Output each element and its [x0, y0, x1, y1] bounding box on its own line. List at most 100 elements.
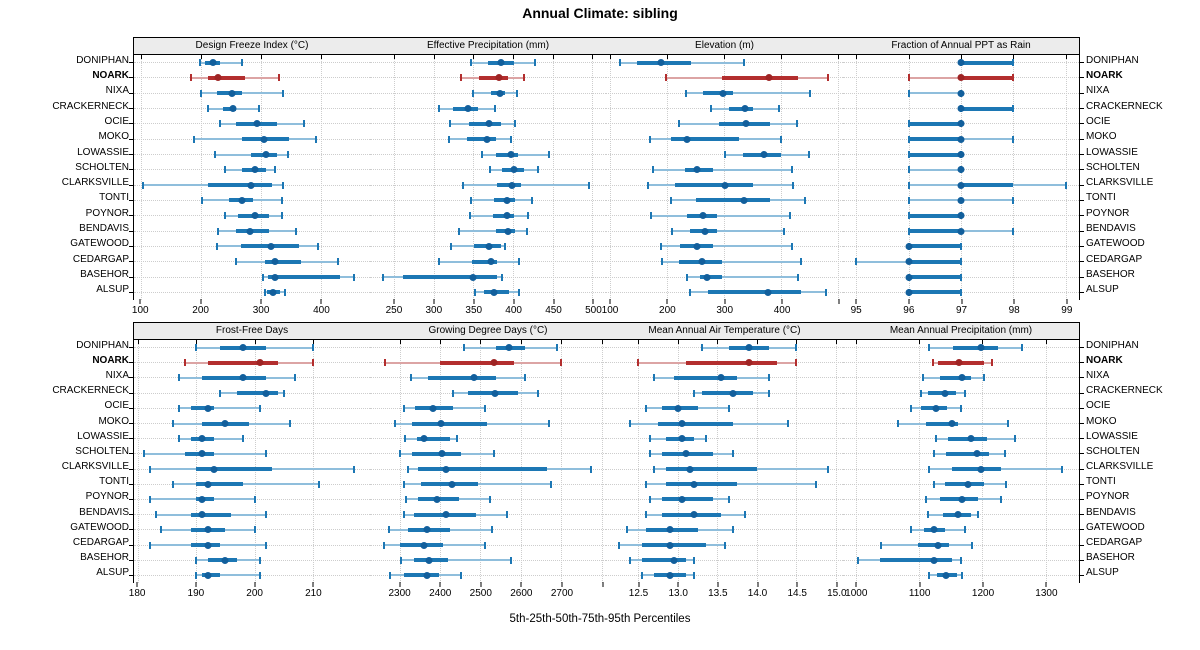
- v-gridline: [856, 340, 858, 583]
- axis-tick: [919, 582, 921, 587]
- p25-p75-range-basehor: [908, 275, 961, 280]
- median-dot-cedargap: [271, 258, 279, 266]
- median-dot-poynor: [957, 212, 965, 220]
- p95-cap-gatewood: [790, 242, 793, 250]
- p5-cap-moko: [448, 135, 451, 143]
- p25-p75-range-gatewood: [908, 244, 961, 249]
- axis-tick-label: 450: [545, 305, 562, 316]
- axis-tick-top: [473, 55, 475, 59]
- axis-tick: [480, 582, 482, 587]
- row-tick-right: [1080, 92, 1084, 94]
- axis-tick: [139, 299, 141, 304]
- axis-tick-label: 96: [903, 305, 915, 316]
- median-dot-gatewood: [423, 526, 431, 534]
- p25-p75-range-basehor: [880, 558, 952, 563]
- p5-cap-scholten: [224, 166, 227, 174]
- p95-cap-ocie: [259, 404, 262, 412]
- site-label-left-nixa: NIXA: [105, 369, 129, 381]
- median-dot-lowassie: [420, 435, 428, 443]
- median-dot-ocie: [932, 404, 940, 412]
- panel-frost-free-days: Frost-Free Days: [129, 322, 371, 583]
- median-dot-bendavis: [701, 227, 709, 235]
- p95-cap-noark: [277, 74, 280, 82]
- p95-cap-crackerneck: [778, 105, 781, 113]
- p95-cap-ocie: [302, 120, 305, 128]
- site-label-left-cedargap: CEDARGAP: [72, 537, 129, 549]
- p5-cap-gatewood: [387, 526, 390, 534]
- p95-cap-nixa: [808, 89, 811, 97]
- axis-tick-top: [638, 340, 640, 344]
- median-dot-doniphan: [745, 344, 753, 352]
- p95-cap-alsup: [960, 288, 962, 296]
- p25-p75-range-clarksville: [417, 467, 547, 472]
- p5-p95-range-nixa: [685, 92, 810, 95]
- axis-tick-top: [513, 55, 515, 59]
- p95-cap-noark: [1012, 74, 1015, 82]
- panel-mean-annual-air-temperature-c: Mean Annual Air Temperature (°C): [606, 322, 844, 583]
- p5-p95-range-scholten: [908, 168, 961, 171]
- p95-cap-alsup: [692, 571, 695, 579]
- axis-tick-top: [480, 340, 482, 344]
- v-gridline: [601, 340, 603, 583]
- p95-cap-bendavis: [783, 227, 786, 235]
- median-dot-bendavis: [246, 227, 254, 235]
- median-dot-crackerneck: [491, 389, 499, 397]
- p5-cap-alsup: [389, 571, 392, 579]
- row-tick-left: [129, 498, 133, 500]
- p5-cap-poynor: [148, 495, 151, 503]
- site-label-right-scholten: SCHOLTEN: [1086, 161, 1140, 173]
- row-tick-left: [129, 392, 133, 394]
- p5-cap-tonti: [200, 196, 203, 204]
- p95-cap-basehor: [259, 556, 262, 564]
- p5-cap-nixa: [200, 89, 203, 97]
- panel-effective-precipitation-mm: Effective Precipitation (mm): [370, 37, 607, 300]
- v-gridline: [439, 340, 441, 583]
- axis-tick-label: 100: [601, 305, 619, 316]
- axis-tick-label: 200: [246, 588, 263, 599]
- median-dot-bendavis: [198, 511, 206, 519]
- median-dot-alsup: [942, 571, 950, 579]
- p5-cap-moko: [648, 135, 651, 143]
- site-label-right-doniphan: DONIPHAN: [1086, 54, 1139, 66]
- p5-cap-alsup: [928, 571, 931, 579]
- p95-cap-noark: [560, 359, 563, 367]
- median-dot-tonti: [204, 480, 212, 488]
- p5-cap-poynor: [650, 212, 653, 220]
- p95-cap-alsup: [259, 571, 262, 579]
- axis-tick-top: [592, 55, 594, 59]
- p5-p95-range-bendavis: [671, 230, 785, 233]
- site-label-right-scholten: SCHOLTEN: [1086, 445, 1140, 457]
- median-dot-nixa: [228, 89, 236, 97]
- row-gridline: [370, 407, 606, 409]
- axis-tick-label: 400: [773, 305, 791, 316]
- median-dot-moko: [221, 420, 229, 428]
- p5-p95-range-alsup: [196, 574, 261, 577]
- row-tick-right: [1080, 199, 1084, 201]
- site-label-left-moko: MOKO: [98, 415, 129, 427]
- axis-tick: [561, 582, 563, 587]
- x-axis-caption: 5th-25th-50th-75th-95th Percentiles: [509, 613, 691, 625]
- row-tick-left: [129, 438, 133, 440]
- p5-cap-lowassie: [214, 151, 217, 159]
- median-dot-doniphan: [977, 344, 985, 352]
- p5-cap-scholten: [907, 166, 910, 174]
- p5-p95-range-basehor: [401, 559, 511, 562]
- p95-cap-cedargap: [517, 258, 520, 266]
- p95-cap-alsup: [961, 571, 964, 579]
- site-label-right-moko: MOKO: [1086, 131, 1117, 143]
- p95-cap-gatewood: [253, 526, 256, 534]
- axis-tick-label: 1200: [971, 588, 995, 599]
- axis-tick: [553, 299, 555, 304]
- p25-p75-range-tonti: [695, 198, 770, 203]
- p5-cap-moko: [193, 135, 196, 143]
- panel-strip: Mean Annual Precipitation (mm): [843, 323, 1079, 340]
- p5-cap-scholten: [488, 166, 491, 174]
- median-dot-alsup: [204, 571, 212, 579]
- median-dot-moko: [260, 135, 268, 143]
- v-gridline: [724, 55, 726, 300]
- row-tick-right: [1080, 377, 1084, 379]
- site-label-left-clarksville: CLARKSVILLE: [61, 177, 129, 189]
- row-tick-left: [129, 347, 133, 349]
- p5-p95-range-bendavis: [458, 230, 528, 233]
- p95-cap-ocie: [795, 120, 798, 128]
